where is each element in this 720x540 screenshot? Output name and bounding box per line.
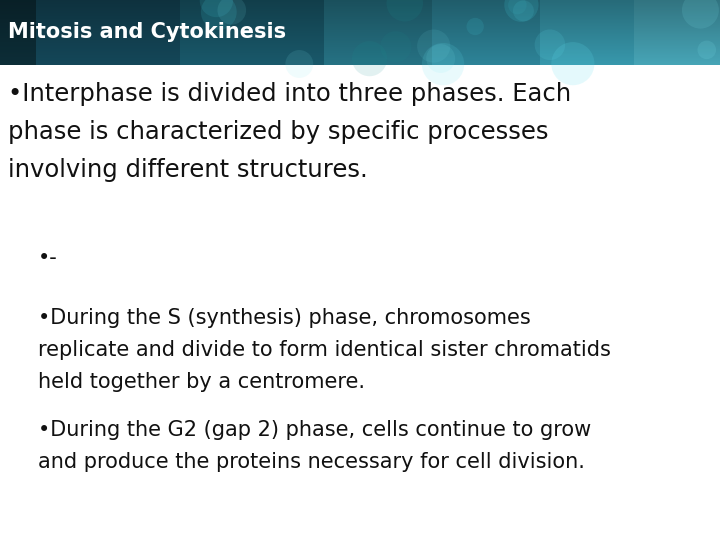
Circle shape — [513, 1, 534, 21]
Text: and produce the proteins necessary for cell division.: and produce the proteins necessary for c… — [38, 452, 585, 472]
Circle shape — [422, 43, 464, 85]
Circle shape — [199, 0, 233, 17]
Circle shape — [285, 50, 313, 78]
Text: •Interphase is divided into three phases. Each: •Interphase is divided into three phases… — [8, 82, 571, 106]
Circle shape — [504, 0, 539, 22]
Text: •During the S (synthesis) phase, chromosomes: •During the S (synthesis) phase, chromos… — [38, 308, 531, 328]
Circle shape — [698, 40, 716, 59]
Circle shape — [217, 0, 246, 24]
Circle shape — [380, 31, 411, 62]
Circle shape — [535, 30, 565, 60]
Circle shape — [417, 30, 450, 63]
Text: •During the G2 (gap 2) phase, cells continue to grow: •During the G2 (gap 2) phase, cells cont… — [38, 420, 591, 440]
Text: Mitosis and Cytokinesis: Mitosis and Cytokinesis — [8, 23, 286, 43]
Text: replicate and divide to form identical sister chromatids: replicate and divide to form identical s… — [38, 340, 611, 360]
Circle shape — [201, 0, 237, 30]
Circle shape — [552, 42, 595, 85]
Circle shape — [426, 44, 455, 73]
Text: phase is characterized by specific processes: phase is characterized by specific proce… — [8, 120, 549, 144]
Circle shape — [467, 18, 484, 35]
Text: involving different structures.: involving different structures. — [8, 158, 368, 182]
Circle shape — [387, 0, 423, 22]
Text: •-: •- — [38, 248, 58, 268]
Text: held together by a centromere.: held together by a centromere. — [38, 372, 365, 392]
Circle shape — [352, 41, 387, 76]
Circle shape — [682, 0, 719, 29]
Circle shape — [508, 0, 526, 15]
